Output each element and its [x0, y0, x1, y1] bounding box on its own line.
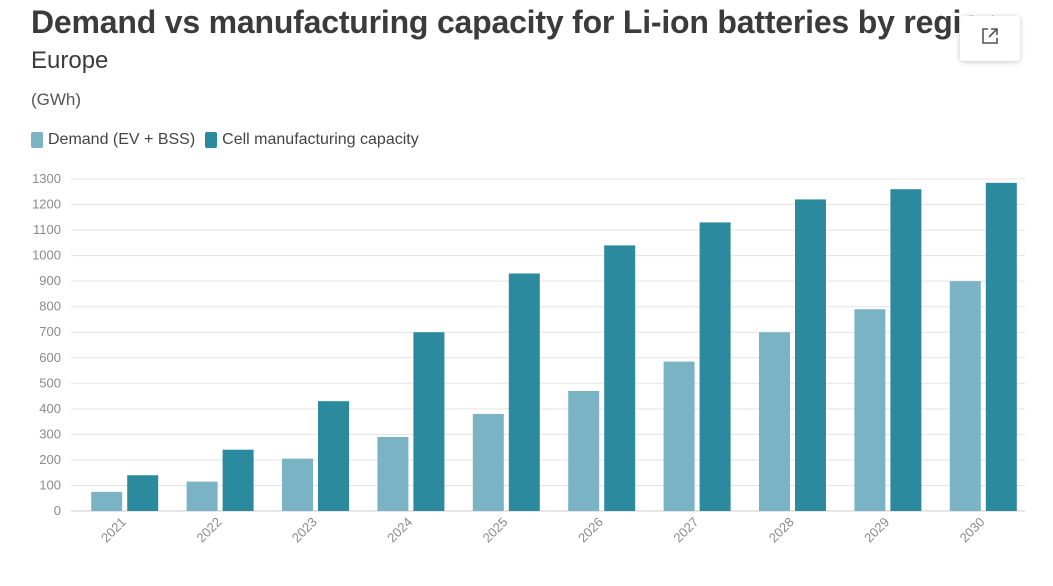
legend-swatch-demand: [31, 132, 43, 148]
legend-item-demand[interactable]: Demand (EV + BSS): [31, 131, 195, 149]
bar-demand-2026[interactable]: [568, 390, 600, 511]
y-tick-label: 0: [54, 503, 61, 518]
bar-demand-2027[interactable]: [663, 361, 695, 511]
chart-subtitle: Europe: [31, 47, 109, 74]
y-tick-label: 400: [39, 401, 61, 416]
bar-capacity-2024[interactable]: [413, 332, 445, 511]
x-tick-label: 2023: [289, 514, 320, 545]
bar-demand-2030[interactable]: [949, 281, 981, 511]
bar-capacity-2021[interactable]: [127, 475, 159, 511]
bar-demand-2024[interactable]: [377, 436, 409, 511]
y-tick-label: 1200: [32, 197, 61, 212]
bar-capacity-2022[interactable]: [222, 449, 254, 511]
bar-capacity-2023[interactable]: [318, 401, 349, 511]
legend-item-capacity[interactable]: Cell manufacturing capacity: [205, 131, 419, 149]
bar-demand-2021[interactable]: [91, 491, 123, 511]
x-axis-ticks: 2021 2022 2023 2024 2025 2026 2027 2028 2029 2030: [98, 514, 988, 545]
x-tick-label: 2026: [575, 514, 606, 545]
bar-capacity-2030[interactable]: [985, 182, 1017, 512]
x-tick-label: 2028: [766, 514, 797, 545]
y-tick-label: 900: [39, 273, 61, 288]
y-tick-label: 1000: [32, 248, 61, 263]
x-tick-label: 2030: [957, 514, 988, 545]
bar-capacity-2026[interactable]: [604, 245, 636, 511]
bar-capacity-2029[interactable]: [890, 189, 922, 511]
external-link-icon: [980, 26, 1000, 51]
x-tick-label: 2027: [670, 514, 701, 545]
y-tick-label: 600: [39, 350, 61, 365]
x-tick-label: 2021: [98, 514, 129, 545]
x-tick-label: 2025: [480, 514, 511, 545]
x-tick-label: 2024: [384, 514, 415, 545]
bar-demand-2022[interactable]: [186, 481, 218, 511]
y-tick-label: 200: [39, 452, 61, 467]
y-tick-label: 700: [39, 324, 61, 339]
y-tick-label: 300: [39, 426, 61, 441]
bar-demand-2028[interactable]: [759, 332, 790, 511]
bar-capacity-2027[interactable]: [699, 222, 731, 511]
unit-label: (GWh): [31, 90, 82, 109]
x-tick-label: 2022: [193, 514, 224, 545]
legend: Demand (EV + BSS) Cell manufacturing cap…: [31, 131, 429, 149]
y-tick-label: 100: [39, 477, 61, 492]
share-button[interactable]: [960, 16, 1020, 61]
legend-swatch-capacity: [205, 132, 218, 148]
y-axis-ticks: 0 100 200 300 400 500 600 700 800 900 1000 1100 1200…: [32, 171, 61, 518]
bar-demand-2025[interactable]: [472, 413, 504, 511]
y-tick-label: 500: [39, 375, 61, 390]
bar-capacity-2025[interactable]: [508, 273, 540, 511]
legend-label-capacity: Cell manufacturing capacity: [222, 131, 419, 148]
y-tick-label: 800: [39, 299, 61, 314]
legend-label-demand: Demand (EV + BSS): [48, 131, 196, 148]
y-tick-label: 1100: [33, 222, 61, 237]
bar-demand-2029[interactable]: [854, 309, 886, 511]
x-tick-label: 2029: [861, 514, 892, 545]
bar-capacity-2028[interactable]: [795, 199, 826, 511]
bars: [91, 182, 1017, 512]
bar-demand-2023[interactable]: [282, 458, 313, 511]
chart-title: Demand vs manufacturing capacity for Li-…: [31, 4, 1000, 40]
y-tick-label: 1300: [32, 171, 61, 186]
